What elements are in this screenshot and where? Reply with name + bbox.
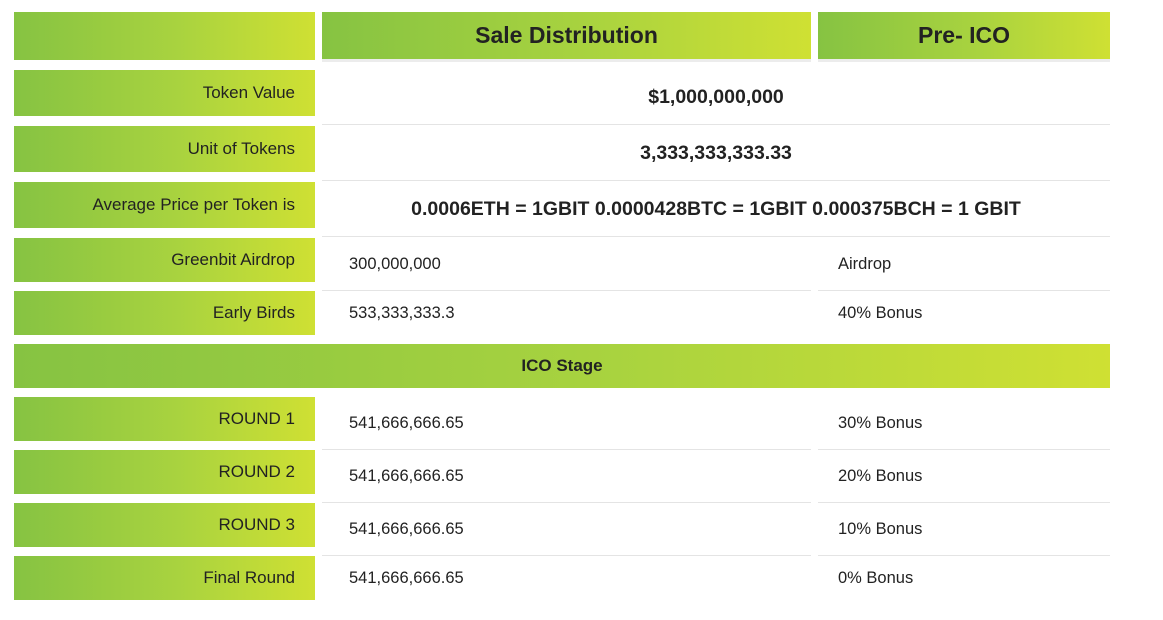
greenbit-airdrop-value: 300,000,000 — [322, 238, 811, 291]
round-1-value: 541,666,666.65 — [322, 397, 811, 450]
ico-stage-banner: ICO Stage — [14, 344, 1110, 388]
row-label-round-1: ROUND 1 — [14, 397, 315, 441]
early-birds-value: 533,333,333.3 — [349, 303, 455, 322]
row-label-round-3: ROUND 3 — [14, 503, 315, 547]
round-1-note: 30% Bonus — [818, 397, 1110, 450]
average-price-value: 0.0006ETH = 1GBIT 0.0000428BTC = 1GBIT 0… — [322, 182, 1110, 237]
header-corner-cell — [14, 12, 315, 60]
early-birds-note: 40% Bonus — [838, 303, 923, 322]
round-3-value: 541,666,666.65 — [322, 503, 811, 556]
row-label-greenbit-airdrop: Greenbit Airdrop — [14, 238, 315, 282]
greenbit-airdrop-note: Airdrop — [818, 238, 1110, 291]
round-3-note: 10% Bonus — [818, 503, 1110, 556]
header-sale-distribution: Sale Distribution — [322, 12, 811, 62]
round-2-note: 20% Bonus — [818, 450, 1110, 503]
unit-of-tokens-value: 3,333,333,333.33 — [322, 126, 1110, 181]
row-label-final-round: Final Round — [14, 556, 315, 600]
row-label-early-birds: Early Birds — [14, 291, 315, 335]
header-pre-ico: Pre- ICO — [818, 12, 1110, 62]
round-2-value: 541,666,666.65 — [322, 450, 811, 503]
row-label-round-2: ROUND 2 — [14, 450, 315, 494]
final-round-note: 0% Bonus — [838, 568, 914, 587]
row-label-average-price: Average Price per Token is — [14, 182, 315, 228]
row-label-unit-of-tokens: Unit of Tokens — [14, 126, 315, 172]
final-round-value: 541,666,666.65 — [349, 568, 464, 587]
row-label-token-value: Token Value — [14, 70, 315, 116]
token-value: $1,000,000,000 — [322, 70, 1110, 125]
